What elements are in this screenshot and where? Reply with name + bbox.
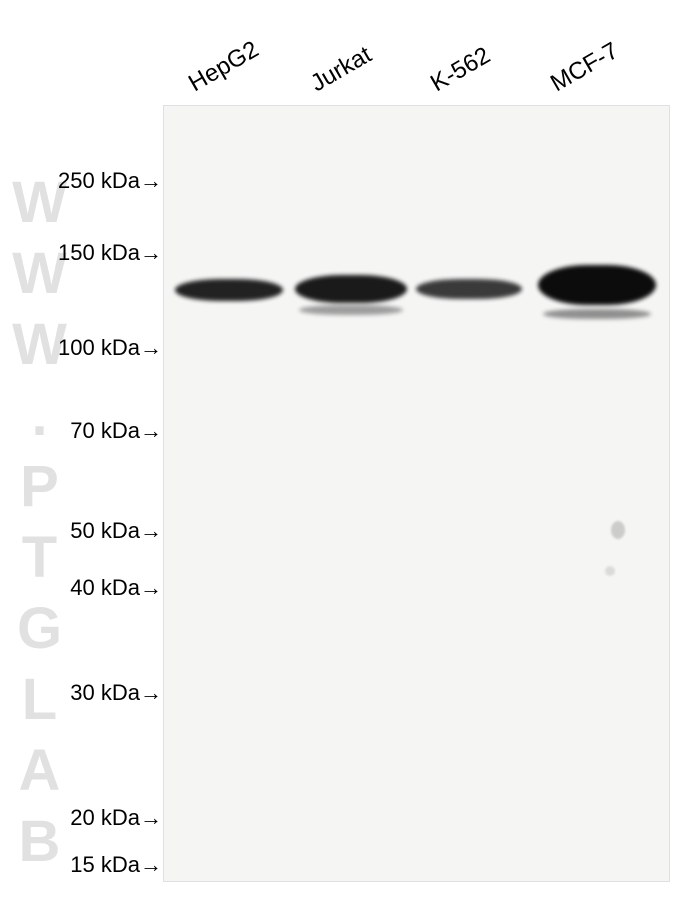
lane-label-text: MCF-7: [546, 37, 623, 97]
arrow-icon: →: [140, 805, 162, 831]
blot-speck: [611, 521, 625, 539]
arrow-icon: →: [140, 852, 162, 878]
lane-label: MCF-7: [546, 37, 624, 98]
blot-band: [543, 309, 651, 319]
marker-label: 15 kDa→: [70, 852, 162, 878]
marker-text: 50 kDa: [70, 518, 140, 543]
marker-text: 100 kDa: [58, 335, 140, 360]
blot-band: [538, 265, 656, 305]
marker-label: 70 kDa→: [70, 418, 162, 444]
arrow-icon: →: [140, 680, 162, 706]
marker-label: 50 kDa→: [70, 518, 162, 544]
blot-band: [295, 275, 407, 303]
marker-text: 20 kDa: [70, 805, 140, 830]
marker-text: 40 kDa: [70, 575, 140, 600]
arrow-icon: →: [140, 168, 162, 194]
marker-text: 70 kDa: [70, 418, 140, 443]
blot-band: [416, 279, 522, 299]
watermark-text: WWW.PTGLAB.COM: [6, 170, 73, 903]
lane-label-text: HepG2: [184, 36, 263, 97]
marker-label: 30 kDa→: [70, 680, 162, 706]
blot-band: [175, 279, 283, 301]
lane-label: HepG2: [184, 36, 264, 98]
blot-membrane: [163, 105, 670, 882]
arrow-icon: →: [140, 518, 162, 544]
arrow-icon: →: [140, 335, 162, 361]
marker-label: 100 kDa→: [58, 335, 162, 361]
blot-band: [299, 305, 403, 315]
lane-label: Jurkat: [306, 41, 377, 98]
arrow-icon: →: [140, 418, 162, 444]
marker-text: 250 kDa: [58, 168, 140, 193]
marker-text: 30 kDa: [70, 680, 140, 705]
lane-label: K-562: [426, 42, 495, 98]
blot-speck: [605, 566, 615, 576]
blot-figure: WWW.PTGLAB.COM HepG2 Jurkat K-562 MCF-7 …: [0, 0, 680, 903]
marker-label: 20 kDa→: [70, 805, 162, 831]
arrow-icon: →: [140, 240, 162, 266]
arrow-icon: →: [140, 575, 162, 601]
marker-label: 250 kDa→: [58, 168, 162, 194]
marker-label: 150 kDa→: [58, 240, 162, 266]
marker-text: 15 kDa: [70, 852, 140, 877]
lane-label-text: K-562: [426, 42, 495, 97]
lane-label-text: Jurkat: [306, 41, 376, 97]
marker-text: 150 kDa: [58, 240, 140, 265]
marker-label: 40 kDa→: [70, 575, 162, 601]
